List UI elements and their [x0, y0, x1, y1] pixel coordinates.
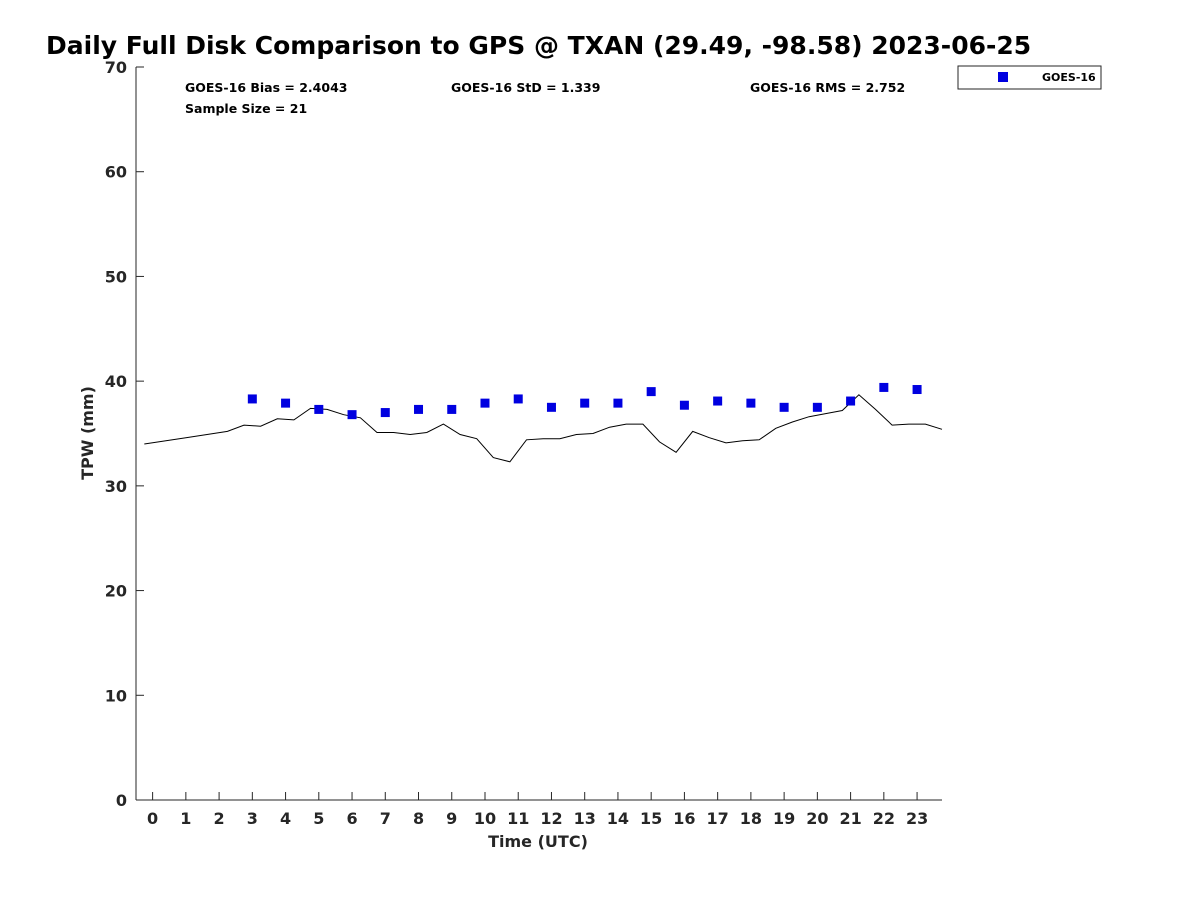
y-tick-label: 0 — [116, 791, 127, 810]
x-tick-label: 9 — [446, 809, 457, 828]
goes-16-point — [380, 408, 390, 418]
goes-16-point — [679, 400, 689, 410]
x-tick-label: 22 — [873, 809, 895, 828]
x-tick-label: 4 — [280, 809, 291, 828]
legend: GOES-16 — [957, 65, 1102, 90]
goes-16-point — [247, 394, 257, 404]
x-axis-label: Time (UTC) — [488, 832, 588, 851]
stat-bias: GOES-16 Bias = 2.4043 — [185, 80, 347, 95]
goes-16-point — [480, 398, 490, 408]
goes-16-point — [347, 410, 357, 420]
x-tick-label: 8 — [413, 809, 424, 828]
x-tick-label: 16 — [673, 809, 695, 828]
x-tick-label: 18 — [740, 809, 762, 828]
goes-16-point — [912, 385, 922, 395]
y-tick-label: 40 — [105, 372, 127, 391]
legend-marker-goes-16 — [998, 72, 1008, 82]
y-axis-label: TPW (mm) — [78, 386, 97, 480]
y-tick-label: 20 — [105, 582, 127, 601]
gps-line — [144, 394, 943, 463]
goes-16-point — [846, 396, 856, 406]
goes-16-point — [879, 382, 889, 392]
y-tick-label: 50 — [105, 267, 127, 286]
y-ticks: 0 10 20 30 40 50 60 70 — [105, 58, 144, 810]
x-tick-label: 3 — [247, 809, 258, 828]
x-tick-label: 19 — [773, 809, 795, 828]
goes-16-point — [447, 404, 457, 414]
legend-label-goes-16: GOES-16 — [1042, 71, 1096, 84]
x-tick-label: 13 — [574, 809, 596, 828]
x-tick-label: 20 — [806, 809, 828, 828]
x-tick-label: 2 — [214, 809, 225, 828]
goes-16-point — [314, 404, 324, 414]
goes-16-point — [580, 398, 590, 408]
x-tick-label: 12 — [540, 809, 562, 828]
x-tick-label: 5 — [313, 809, 324, 828]
y-tick-label: 10 — [105, 686, 127, 705]
x-tick-label: 10 — [474, 809, 496, 828]
x-tick-label: 23 — [906, 809, 928, 828]
stat-rms: GOES-16 RMS = 2.752 — [750, 80, 905, 95]
goes-16-point — [281, 398, 291, 408]
y-tick-label: 60 — [105, 163, 127, 182]
goes-16-point — [713, 396, 723, 406]
x-ticks: 0 1 2 3 4 5 6 7 8 9 10 11 12 13 14 15 16 17 18 19 20 21 22 23 — [147, 792, 928, 828]
y-tick-label: 70 — [105, 58, 127, 77]
chart-title: Daily Full Disk Comparison to GPS @ TXAN… — [46, 31, 1031, 60]
goes-16-point — [746, 398, 756, 408]
stat-sample-size: Sample Size = 21 — [185, 101, 307, 116]
goes-16-point — [546, 402, 556, 412]
stat-std: GOES-16 StD = 1.339 — [451, 80, 600, 95]
x-tick-label: 7 — [380, 809, 391, 828]
goes-16-point — [812, 402, 822, 412]
x-tick-label: 21 — [839, 809, 861, 828]
x-tick-label: 17 — [707, 809, 729, 828]
goes-16-point — [513, 394, 523, 404]
y-tick-label: 30 — [105, 477, 127, 496]
goes-16-point — [613, 398, 623, 408]
goes-16-point — [779, 402, 789, 412]
x-tick-label: 11 — [507, 809, 529, 828]
plot-axes — [135, 67, 942, 801]
x-tick-label: 6 — [346, 809, 357, 828]
goes-16-point — [646, 387, 656, 397]
series-layer — [144, 382, 943, 463]
x-tick-label: 1 — [180, 809, 191, 828]
legend-box — [957, 65, 1102, 90]
x-tick-label: 0 — [147, 809, 158, 828]
x-tick-label: 14 — [607, 809, 629, 828]
goes-16-point — [414, 404, 424, 414]
x-tick-label: 15 — [640, 809, 662, 828]
